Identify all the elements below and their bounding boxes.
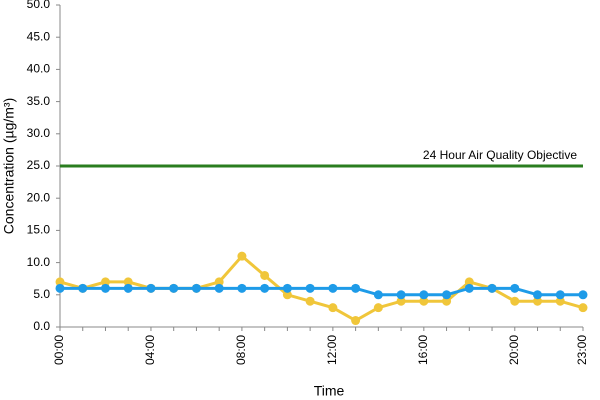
y-tick-label: 15.0 [27, 223, 51, 237]
y-tick-label: 30.0 [27, 126, 51, 140]
x-tick-label: 16:00 [416, 335, 430, 365]
x-tick-label: 04:00 [143, 335, 157, 365]
x-tick-label: 00:00 [52, 335, 66, 365]
point [260, 283, 270, 293]
y-tick-label: 35.0 [27, 94, 51, 108]
point [123, 277, 133, 287]
point [419, 290, 429, 300]
point [282, 283, 292, 293]
point [169, 283, 179, 293]
point [282, 290, 292, 300]
point [191, 283, 201, 293]
y-tick-label: 20.0 [27, 190, 51, 204]
point [328, 303, 338, 313]
x-axis-label: Time [314, 383, 345, 399]
point [328, 283, 338, 293]
y-tick-label: 25.0 [27, 158, 51, 172]
point [305, 283, 315, 293]
point [351, 283, 361, 293]
y-tick-label: 50.0 [27, 0, 51, 11]
point [237, 283, 247, 293]
point [578, 303, 588, 313]
point [464, 277, 474, 287]
point [78, 283, 88, 293]
point [100, 283, 110, 293]
point [214, 277, 224, 287]
point [555, 296, 565, 306]
point [373, 303, 383, 313]
point [123, 283, 133, 293]
point [55, 277, 65, 287]
y-tick-label: 0.0 [33, 319, 50, 333]
x-tick-label: 08:00 [234, 335, 248, 365]
x-tick-label: 23:00 [575, 335, 589, 365]
point [55, 283, 65, 293]
point [442, 296, 452, 306]
x-tick-label: 20:00 [507, 335, 521, 365]
point [419, 296, 429, 306]
point [260, 270, 270, 280]
y-axis-label: Concentration (µg/m³) [1, 98, 17, 234]
point [373, 290, 383, 300]
point [487, 283, 497, 293]
point [578, 290, 588, 300]
y-tick-label: 10.0 [27, 255, 51, 269]
point [533, 296, 543, 306]
y-tick-label: 40.0 [27, 62, 51, 76]
x-tick-label: 12:00 [325, 335, 339, 365]
point [510, 283, 520, 293]
point [305, 296, 315, 306]
y-tick-label: 45.0 [27, 29, 51, 43]
point [555, 290, 565, 300]
point [351, 316, 361, 326]
point [214, 283, 224, 293]
point [100, 277, 110, 287]
point [510, 296, 520, 306]
point [396, 290, 406, 300]
y-tick-label: 5.0 [33, 287, 50, 301]
point [396, 296, 406, 306]
threshold-label: 24 Hour Air Quality Objective [423, 148, 577, 162]
point [146, 283, 156, 293]
point [237, 251, 247, 261]
point [464, 283, 474, 293]
point [533, 290, 543, 300]
point [442, 290, 452, 300]
